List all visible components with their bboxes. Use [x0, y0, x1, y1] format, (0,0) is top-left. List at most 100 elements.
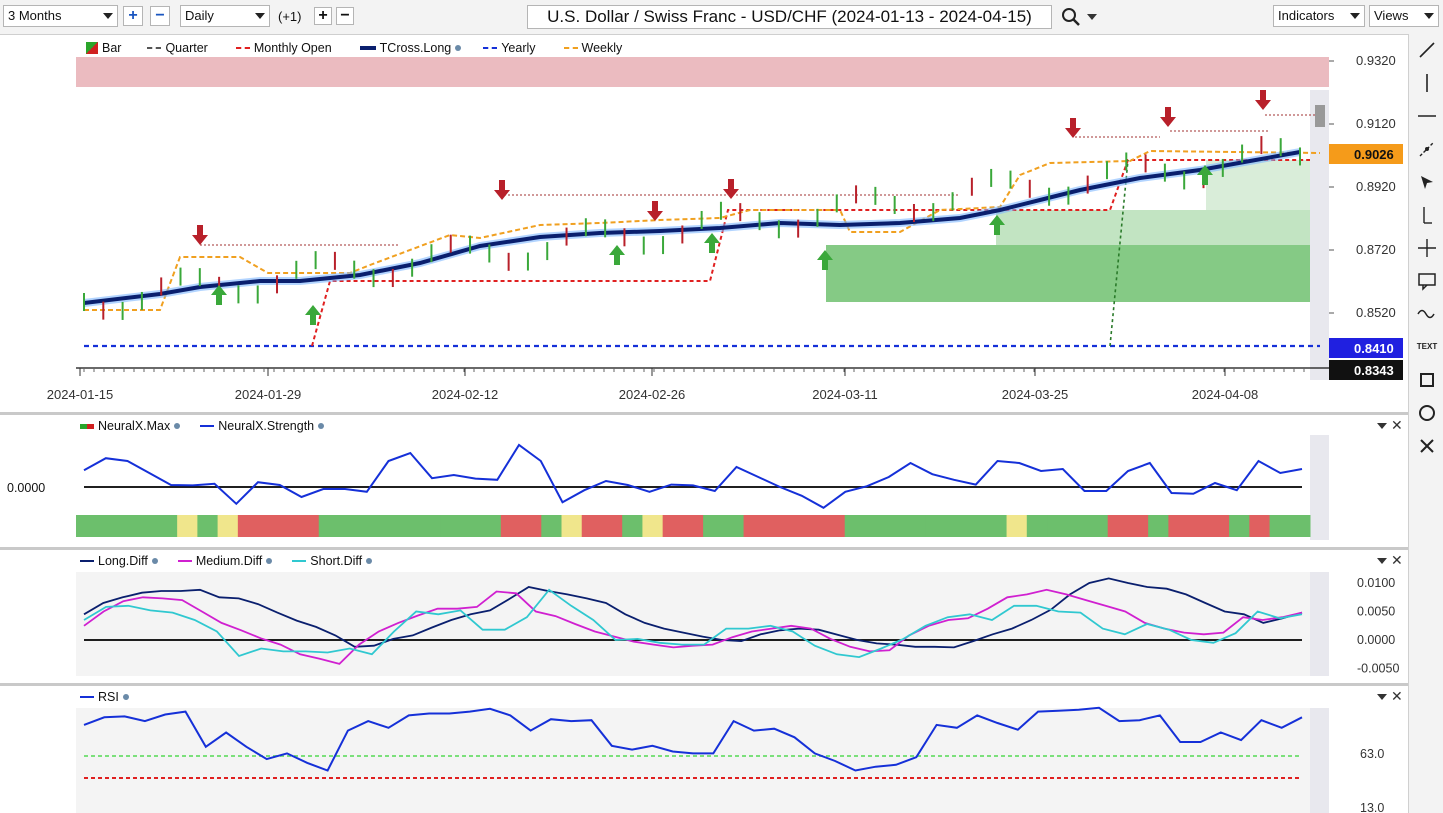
- panel-separator[interactable]: [0, 412, 1408, 415]
- neuralx-strength-icon: [200, 425, 215, 427]
- dot-icon: [122, 694, 129, 700]
- sell-arrow: [192, 225, 208, 245]
- drawing-toolbar: TEXT: [1408, 34, 1443, 813]
- ray-tool[interactable]: [1415, 137, 1439, 161]
- legend-yearly[interactable]: Yearly: [501, 41, 536, 55]
- interval-select[interactable]: Daily: [180, 5, 270, 27]
- rsi-chart[interactable]: 63.0 13.0: [0, 686, 1408, 813]
- monthly-legend-icon: [235, 47, 250, 49]
- plot-bg: [76, 572, 1329, 676]
- indicators-button[interactable]: Indicators: [1273, 5, 1365, 27]
- future-area: [1310, 90, 1329, 380]
- dot-icon: [174, 423, 181, 429]
- weekly-price-label-bg: [1329, 144, 1403, 164]
- neuralx-max-bar: [986, 515, 1008, 537]
- arrow-tool[interactable]: [1415, 170, 1439, 194]
- dot-icon: [366, 558, 373, 564]
- resistance-zone: [76, 57, 1329, 87]
- symbol-title[interactable]: U.S. Dollar / Swiss Franc - USD/CHF (202…: [527, 5, 1052, 29]
- neuralx-max-bar: [359, 515, 380, 537]
- dot-icon: [266, 558, 273, 564]
- fib-tool[interactable]: [1415, 203, 1439, 227]
- neuralx-max-bar: [1047, 515, 1068, 537]
- buy-arrow: [305, 305, 321, 325]
- text-tool[interactable]: TEXT: [1415, 335, 1439, 359]
- neuralx-zero-label: 0.0000: [7, 481, 46, 495]
- legend-bar[interactable]: Bar: [102, 41, 122, 55]
- date-tick-label: 2024-02-12: [432, 387, 499, 402]
- range-select[interactable]: 3 Months: [3, 5, 118, 27]
- wave-tool[interactable]: [1415, 302, 1439, 326]
- neuralx-max-bar: [541, 515, 563, 537]
- crosshair-tool[interactable]: [1415, 236, 1439, 260]
- rsi-line: [83, 706, 1303, 772]
- ray-icon: [1419, 141, 1435, 157]
- diff-tick-label: -0.0050: [1357, 662, 1399, 676]
- buy-arrow: [609, 245, 625, 265]
- diff-chart[interactable]: 0.0100 0.0050 0.0000 -0.0050: [0, 550, 1408, 683]
- legend-short-diff[interactable]: Short.Diff: [310, 554, 363, 568]
- neuralx-max-bar: [258, 515, 279, 537]
- neuralx-max-bar: [662, 515, 684, 537]
- delete-drawings-tool[interactable]: [1415, 434, 1439, 458]
- quarter-legend-icon: [147, 47, 162, 49]
- neuralx-max-bar: [905, 515, 927, 537]
- neuralx-max-bar: [217, 515, 239, 537]
- neuralx-menu-icon[interactable]: [1377, 423, 1387, 429]
- buy-arrow: [817, 250, 833, 270]
- dot-icon: [455, 45, 462, 51]
- price-chart[interactable]: 0.9320 0.9120 0.8920 0.8720 0.8520 0.9026 0.84…: [0, 35, 1408, 412]
- note-tool[interactable]: [1415, 269, 1439, 293]
- legend-weekly[interactable]: Weekly: [581, 41, 623, 55]
- wave-icon: [1417, 309, 1435, 319]
- neuralx-max-bar: [197, 515, 219, 537]
- rsi-tick-label: 13.0: [1360, 801, 1384, 813]
- zoom-out-button[interactable]: −: [150, 6, 170, 26]
- search-button[interactable]: [1060, 6, 1082, 28]
- horizontal-line-icon: [1418, 115, 1436, 117]
- diff-menu-icon[interactable]: [1377, 558, 1387, 564]
- panel-separator[interactable]: [0, 547, 1408, 550]
- yearly-price-label: 0.8410: [1354, 341, 1394, 356]
- trendline-tool[interactable]: [1415, 38, 1439, 62]
- neuralx-max-bar: [1107, 515, 1129, 537]
- diff-close-icon[interactable]: ✕: [1391, 552, 1403, 568]
- neuralx-max-bar: [885, 515, 906, 537]
- tcross-long-line: [83, 150, 1301, 305]
- support-zone: [826, 245, 1329, 302]
- rsi-menu-icon[interactable]: [1377, 694, 1387, 700]
- neuralx-chart[interactable]: [0, 415, 1408, 547]
- neuralx-max-bar: [682, 515, 704, 537]
- neuralx-max-bar: [804, 515, 825, 537]
- ellipse-tool[interactable]: [1415, 401, 1439, 425]
- legend-tcross-long[interactable]: TCross.Long: [379, 41, 452, 55]
- panel-separator[interactable]: [0, 683, 1408, 686]
- line-icon: [1419, 42, 1435, 58]
- legend-monthly-open[interactable]: Monthly Open: [253, 41, 332, 55]
- search-dropdown-icon[interactable]: [1087, 14, 1097, 20]
- legend-quarter[interactable]: Quarter: [165, 41, 208, 55]
- zoom-in-button[interactable]: +: [123, 6, 143, 26]
- neuralx-close-icon[interactable]: ✕: [1391, 417, 1403, 433]
- sell-arrow: [723, 179, 739, 199]
- neuralx-max-bar: [622, 515, 643, 537]
- horizontal-line-tool[interactable]: [1415, 104, 1439, 128]
- indicators-label: Indicators: [1278, 8, 1335, 23]
- vertical-line-tool[interactable]: [1415, 71, 1439, 95]
- sell-arrow: [1065, 118, 1081, 138]
- date-tick-label: 2024-04-08: [1192, 387, 1259, 402]
- legend-rsi[interactable]: RSI: [98, 690, 119, 704]
- legend-medium-diff[interactable]: Medium.Diff: [195, 554, 263, 568]
- views-button[interactable]: Views: [1369, 5, 1439, 27]
- rsi-close-icon[interactable]: ✕: [1391, 688, 1403, 704]
- comment-icon: [1418, 273, 1436, 291]
- legend-neuralx-max[interactable]: NeuralX.Max: [98, 419, 171, 433]
- rectangle-tool[interactable]: [1415, 368, 1439, 392]
- offset-minus-button[interactable]: −: [336, 7, 354, 25]
- legend-long-diff[interactable]: Long.Diff: [98, 554, 148, 568]
- legend-neuralx-strength[interactable]: NeuralX.Strength: [218, 419, 315, 433]
- neuralx-max-bar: [844, 515, 866, 537]
- offset-plus-button[interactable]: +: [314, 7, 332, 25]
- neuralx-max-bar: [945, 515, 967, 537]
- sell-arrow: [647, 201, 663, 221]
